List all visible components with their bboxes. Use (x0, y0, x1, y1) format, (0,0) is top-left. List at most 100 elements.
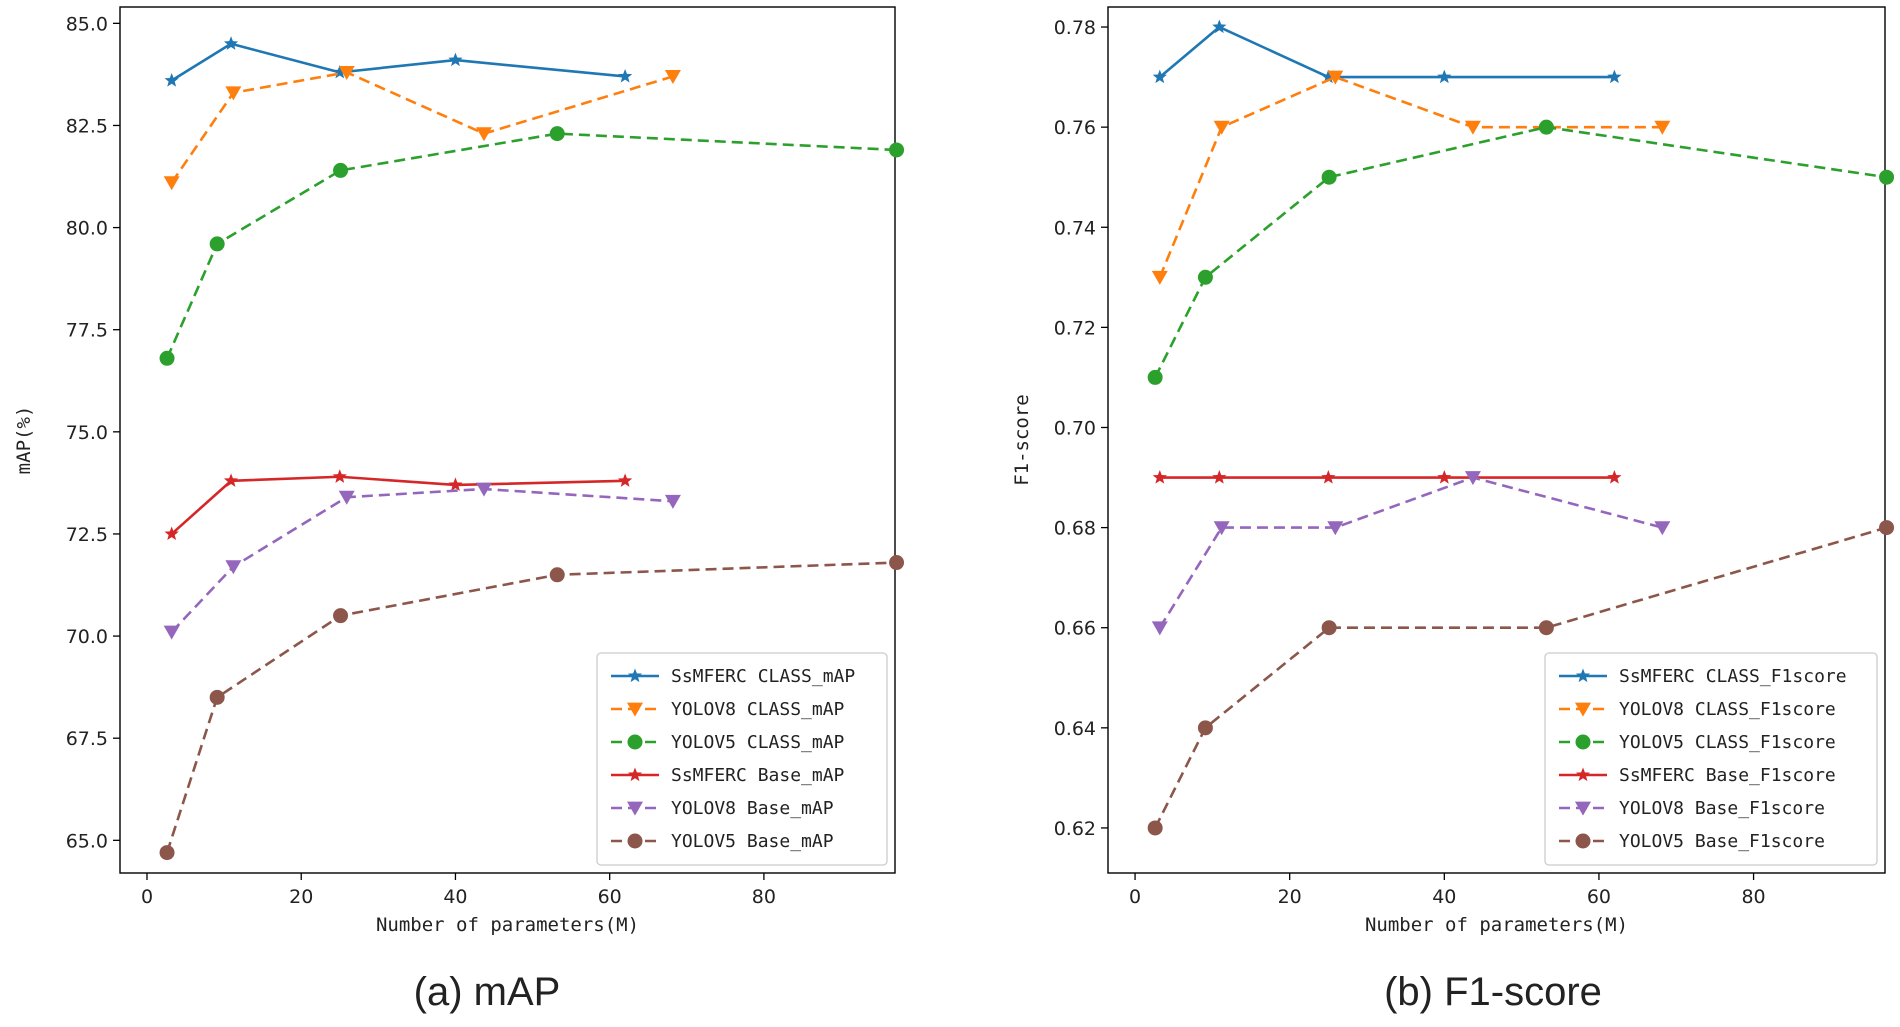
data-point (1321, 620, 1337, 636)
x-tick-label: 60 (1587, 886, 1611, 908)
series-line (1153, 526, 1887, 829)
legend-swatch-marker (1575, 734, 1591, 750)
y-tick-label: 0.74 (1054, 217, 1096, 239)
x-tick-label: 20 (1278, 886, 1302, 908)
legend-box (1544, 652, 1878, 866)
y-tick-label: 0.76 (1054, 117, 1096, 139)
data-point (1327, 70, 1344, 85)
series-4 (1152, 470, 1622, 484)
plot-area-frame (119, 6, 896, 874)
legend-swatch-marker (1575, 767, 1591, 782)
y-tick-label: 0.64 (1054, 718, 1096, 740)
y-tick-label: 67.5 (66, 728, 108, 750)
legend-label: SsMFERC Base_mAP (671, 765, 845, 786)
data-point (475, 482, 492, 497)
data-point (1197, 720, 1213, 736)
legend-swatch-marker (1575, 801, 1591, 816)
x-tick-label: 0 (1129, 886, 1141, 908)
data-point (1147, 369, 1163, 385)
series-line (1158, 476, 1663, 629)
data-point (664, 70, 681, 85)
data-point (225, 560, 242, 575)
data-point (332, 64, 347, 79)
y-tick-label: 82.5 (66, 115, 108, 137)
legend-swatch-marker (1575, 668, 1591, 683)
legend: SsMFERC CLASS_F1score YOLOV8 CLASS_F1scor… (1544, 652, 1878, 866)
y-tick-label: 0.70 (1054, 417, 1096, 439)
legend-label: YOLOV8 Base_F1score (1619, 798, 1825, 819)
data-point (1321, 470, 1336, 484)
series-2 (1151, 70, 1671, 285)
data-point (1437, 69, 1452, 84)
data-point (1654, 120, 1671, 135)
data-point (163, 176, 180, 191)
data-point (1879, 520, 1895, 536)
x-axis-label: Number of parameters(M) (1365, 914, 1628, 936)
data-point (617, 473, 633, 487)
x-tick-label: 40 (1432, 886, 1456, 908)
data-point (1212, 470, 1227, 484)
data-point (1654, 521, 1671, 536)
legend-swatch-marker (627, 734, 643, 750)
series-3 (159, 126, 905, 366)
data-point (338, 65, 355, 80)
data-point (1152, 470, 1167, 484)
data-point (164, 526, 179, 541)
data-point (475, 127, 492, 142)
legend-label: SsMFERC CLASS_mAP (671, 666, 855, 687)
series-6 (1147, 520, 1895, 836)
y-tick-label: 0.62 (1054, 818, 1096, 840)
subfigure-caption: (a) mAP (414, 970, 561, 1014)
data-point (209, 236, 225, 252)
y-tick-label: 80.0 (66, 218, 108, 240)
series-1 (1152, 19, 1622, 84)
data-point (1151, 621, 1168, 636)
data-point (889, 555, 905, 571)
data-point (209, 689, 225, 705)
legend-swatch-marker (627, 833, 643, 849)
data-point (223, 473, 239, 487)
data-point (1464, 471, 1481, 486)
legend-label: SsMFERC CLASS_F1score (1619, 666, 1847, 687)
series-line (170, 71, 674, 184)
data-point (225, 86, 242, 101)
data-point (1538, 119, 1554, 135)
data-point (1879, 169, 1895, 185)
legend: SsMFERC CLASS_mAP YOLOV8 CLASS_mAP YOLOV5 … (596, 652, 888, 866)
data-point (1212, 19, 1227, 34)
data-point (664, 494, 681, 509)
x-tick-label: 40 (443, 886, 467, 908)
data-point (1538, 620, 1554, 636)
data-point (159, 845, 175, 861)
legend-label: YOLOV8 Base_mAP (671, 798, 834, 819)
y-tick-label: 72.5 (66, 524, 108, 546)
data-point (549, 126, 565, 142)
data-point (1213, 521, 1230, 536)
series-line (1153, 125, 1887, 379)
data-point (1607, 69, 1622, 84)
legend-box (596, 652, 888, 866)
data-point (333, 608, 349, 624)
data-point (223, 36, 239, 50)
series-3 (1147, 119, 1895, 385)
x-tick-label: 20 (289, 886, 313, 908)
series-2 (163, 65, 681, 191)
series-line (170, 42, 626, 82)
y-tick-label: 0.66 (1054, 618, 1096, 640)
data-point (1152, 69, 1167, 84)
y-tick-label: 65.0 (66, 830, 108, 852)
data-point (448, 477, 463, 491)
series-line (1158, 25, 1615, 79)
legend-label: YOLOV5 Base_mAP (671, 831, 834, 852)
data-point (163, 625, 180, 640)
legend-swatch-marker (627, 801, 643, 816)
x-tick-label: 60 (598, 886, 622, 908)
chart-f1score: 0 20 40 60 80 0.62 0.64 0.66 0.68 0.70 0.72 0.74 0.7… (1011, 6, 1895, 1014)
data-point (1607, 470, 1622, 484)
y-tick-label: 0.68 (1054, 518, 1096, 540)
data-point (1147, 820, 1163, 836)
data-point (1327, 521, 1344, 536)
y-tick-label: 85.0 (66, 13, 108, 35)
